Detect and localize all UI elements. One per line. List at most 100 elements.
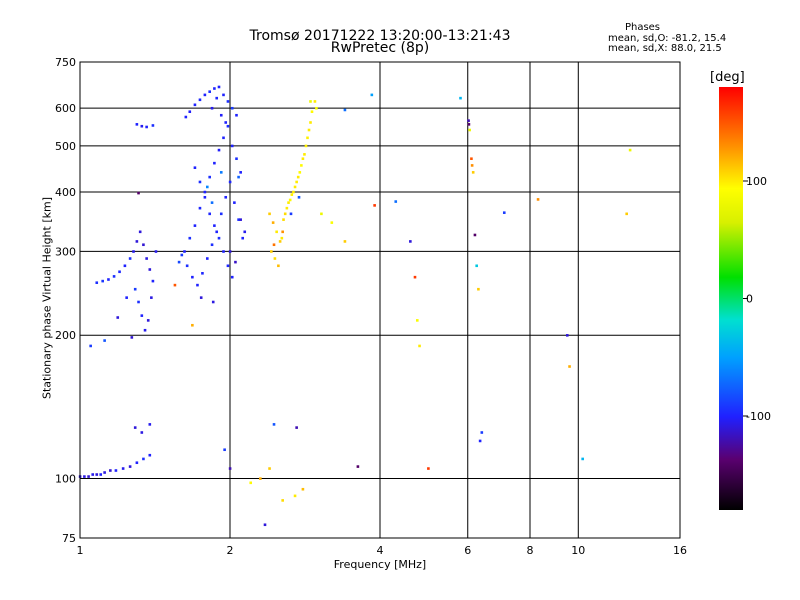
data-point — [143, 328, 147, 332]
data-point — [478, 439, 482, 443]
data-point — [226, 124, 230, 128]
plot-frame — [79, 61, 681, 539]
data-point — [140, 124, 144, 128]
data-point — [215, 230, 219, 234]
data-point — [132, 250, 135, 253]
data-point — [237, 218, 240, 221]
data-point — [394, 200, 398, 203]
data-point — [271, 221, 275, 224]
data-point — [315, 106, 318, 110]
data-point — [193, 103, 197, 107]
colorbar-tick-label: 100 — [746, 175, 767, 188]
data-point — [133, 426, 137, 429]
data-point — [228, 180, 232, 184]
data-point — [285, 206, 289, 210]
grid-lines — [80, 62, 680, 538]
data-point — [278, 240, 282, 243]
data-point — [118, 270, 121, 274]
data-point — [217, 85, 221, 89]
data-point — [191, 323, 194, 327]
data-point — [470, 164, 474, 167]
data-point — [112, 275, 116, 278]
data-point — [293, 494, 297, 498]
data-point — [140, 431, 144, 434]
data-point — [199, 296, 203, 299]
data-point — [289, 212, 293, 216]
axis-ticks: 1 2 4 6 8 10 16 75 100 200 300 400 500 600 750 — [55, 56, 687, 557]
data-point — [103, 339, 106, 342]
x-tick-label: 16 — [673, 544, 687, 557]
data-point — [233, 201, 236, 204]
data-point — [502, 211, 506, 214]
data-point — [103, 471, 106, 474]
data-point — [224, 195, 228, 199]
colorbar-unit-label: [deg] — [710, 70, 745, 85]
data-point — [222, 136, 225, 140]
stats-title: Phases — [624, 22, 661, 33]
data-point — [219, 171, 223, 174]
data-point — [205, 257, 209, 260]
data-point — [95, 473, 99, 476]
data-point — [226, 264, 230, 268]
data-point — [281, 230, 284, 234]
chart-subtitle: RwPretec (8p) — [330, 40, 430, 56]
data-point — [235, 157, 238, 161]
data-point — [193, 224, 197, 227]
data-point — [150, 296, 153, 299]
data-point — [191, 275, 194, 279]
data-point — [473, 233, 477, 237]
data-point — [581, 457, 584, 461]
data-point — [91, 473, 95, 476]
data-point — [196, 283, 199, 287]
x-tick-label: 2 — [227, 544, 234, 557]
data-point — [219, 212, 223, 216]
data-point — [290, 193, 294, 196]
data-point — [409, 240, 412, 243]
data-point — [268, 212, 271, 216]
data-point — [205, 185, 209, 189]
data-point — [226, 100, 230, 103]
data-point — [418, 344, 421, 348]
data-point — [201, 272, 204, 275]
data-point — [373, 204, 376, 207]
data-point — [239, 218, 242, 221]
data-point — [230, 106, 234, 110]
data-point — [281, 499, 284, 502]
data-point — [142, 243, 145, 247]
data-point — [228, 250, 232, 253]
data-point — [203, 195, 207, 199]
data-point — [183, 250, 186, 253]
data-point — [628, 148, 632, 152]
data-point — [130, 336, 134, 339]
data-point — [145, 257, 148, 260]
data-point — [270, 250, 273, 253]
data-point — [230, 144, 234, 148]
data-point — [95, 281, 99, 284]
data-point — [213, 161, 216, 165]
data-point — [101, 279, 104, 283]
data-point — [298, 171, 302, 174]
data-point — [283, 212, 287, 216]
data-point — [277, 264, 280, 268]
data-point — [282, 218, 285, 221]
data-point — [148, 453, 152, 457]
data-point — [309, 121, 312, 124]
data-point — [173, 283, 177, 287]
data-point — [121, 467, 125, 470]
data-point — [237, 175, 240, 179]
data-point — [320, 212, 323, 216]
data-point — [151, 124, 155, 127]
data-point — [273, 257, 277, 260]
x-tick-label: 10 — [571, 544, 585, 557]
data-point — [188, 110, 192, 114]
data-point — [234, 260, 237, 264]
data-point — [427, 467, 430, 470]
stats-o-mode: mean, sd,O: -81.2, 15.4 — [608, 33, 727, 44]
data-point — [228, 467, 232, 470]
data-point — [356, 465, 360, 468]
data-point — [215, 96, 219, 100]
data-point — [301, 157, 305, 161]
data-point — [370, 93, 374, 97]
data-point — [107, 278, 110, 281]
